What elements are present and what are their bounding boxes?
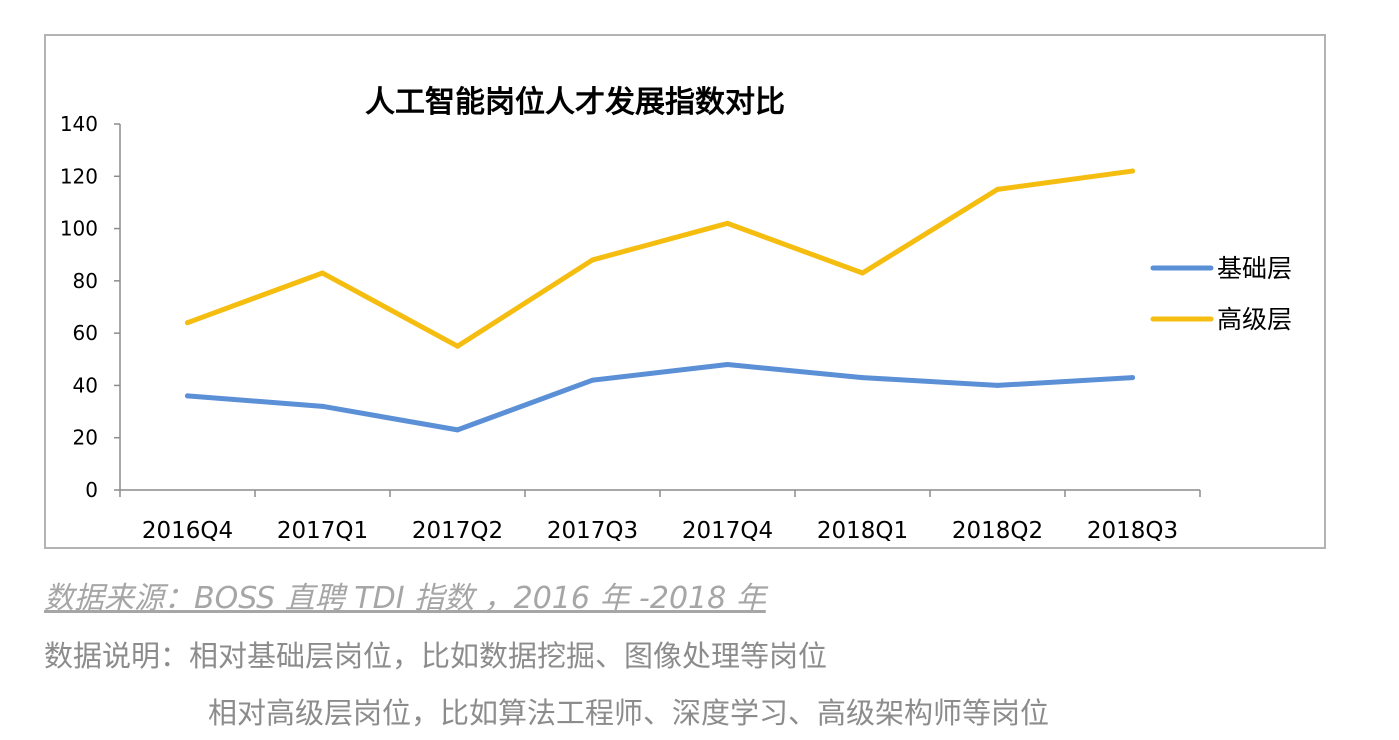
data-point: [725, 220, 730, 226]
data-note-line-2: 相对高级层岗位，比如算法工程师、深度学习、高级架构师等岗位: [208, 690, 1049, 732]
chart-frame: [44, 34, 1326, 549]
chart-title: 人工智能岗位人才发展指数对比: [365, 85, 785, 120]
line-chart: 人工智能岗位人才发展指数对比 0 20 40 60 80 100 120 140 2016Q4…: [60, 85, 1292, 544]
x-tick-label: 2017Q1: [277, 518, 368, 544]
data-point: [320, 403, 325, 409]
data-point: [185, 320, 190, 326]
data-note-advanced: 相对高级层岗位，比如算法工程师、深度学习、高级架构师等岗位: [208, 696, 1050, 730]
y-tick-label: 120: [60, 164, 98, 188]
y-tick-label: 100: [60, 217, 98, 241]
x-tick-label: 2018Q3: [1087, 518, 1178, 544]
data-point: [455, 427, 460, 433]
data-point: [995, 382, 1000, 388]
legend-label: 高级层: [1217, 305, 1292, 334]
series-line-2: [185, 168, 1135, 349]
y-tick-label: 40: [73, 373, 98, 397]
data-point: [860, 270, 865, 276]
data-source-note: 数据来源：BOSS 直聘 TDI 指数 ，2016 年 -2018 年: [44, 581, 766, 616]
series-line-1: [185, 362, 1135, 433]
data-note-line-1: 数据说明：相对基础层岗位，比如数据挖掘、图像处理等岗位: [44, 633, 827, 675]
data-note-basic: 相对基础层岗位，比如数据挖掘、图像处理等岗位: [189, 639, 828, 673]
data-point: [455, 343, 460, 349]
y-tick-label: 60: [73, 321, 98, 345]
x-tick-label: 2018Q1: [817, 518, 908, 544]
x-tick-label: 2018Q2: [952, 518, 1043, 544]
data-point: [995, 186, 1000, 192]
x-tick-label: 2017Q4: [682, 518, 773, 544]
data-point: [725, 362, 730, 368]
data-point: [320, 270, 325, 276]
data-point: [1130, 168, 1135, 174]
data-point: [185, 393, 190, 399]
data-point: [860, 375, 865, 381]
y-axis: 0 20 40 60 80 100 120 140: [60, 112, 121, 502]
y-tick-label: 0: [85, 478, 98, 502]
x-axis: 2016Q4 2017Q1 2017Q2 2017Q3 2017Q4 2018Q1 2018…: [119, 489, 1201, 544]
y-tick-label: 20: [73, 426, 98, 450]
data-note-label: 数据说明：: [44, 639, 190, 673]
data-point: [590, 257, 595, 263]
data-point: [590, 377, 595, 383]
legend-label: 基础层: [1217, 254, 1292, 283]
series-layer: [185, 168, 1135, 433]
x-tick-label: 2017Q2: [412, 518, 503, 544]
y-tick-label: 140: [60, 112, 98, 136]
data-point: [1130, 375, 1135, 381]
x-tick-label: 2017Q3: [547, 518, 638, 544]
y-tick-label: 80: [73, 269, 98, 293]
x-tick-label: 2016Q4: [142, 518, 233, 544]
